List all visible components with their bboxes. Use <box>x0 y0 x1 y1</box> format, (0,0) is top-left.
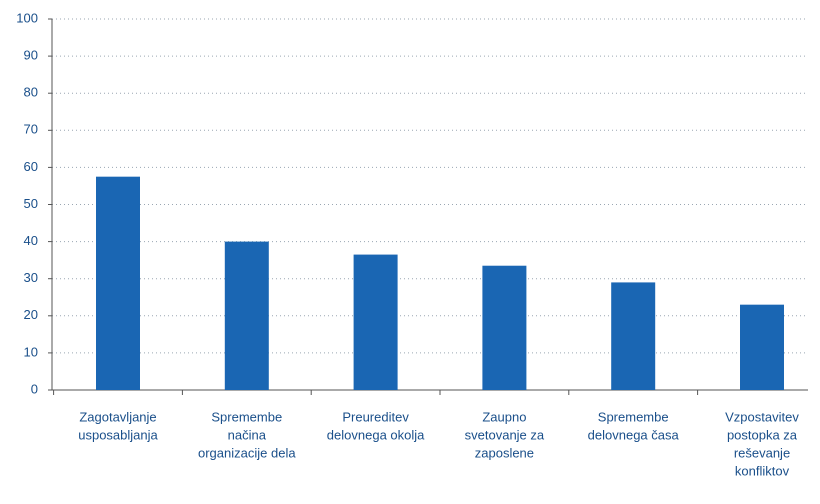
y-tick-label: 50 <box>24 196 38 211</box>
y-tick-label: 20 <box>24 307 38 322</box>
y-tick-label: 10 <box>24 344 38 359</box>
x-tick-label: postopka za <box>727 427 798 442</box>
x-tick-label: reševanje <box>734 445 790 460</box>
y-tick-label: 70 <box>24 122 38 137</box>
y-tick-label: 80 <box>24 85 38 100</box>
x-tick-label: Spremembe <box>598 409 669 424</box>
x-tick-label: Vzpostavitev <box>725 409 799 424</box>
x-tick-label: delovnega časa <box>588 427 680 442</box>
x-tick-label: Zaupno <box>482 409 526 424</box>
x-tick-label: Zagotavljanje <box>79 409 156 424</box>
bar <box>224 241 269 390</box>
x-tick-label: načina <box>228 427 267 442</box>
y-tick-label: 90 <box>24 48 38 63</box>
x-tick-label: Preureditev <box>342 409 409 424</box>
bar <box>96 176 140 390</box>
x-tick-label: konfliktov <box>735 463 790 478</box>
x-tick-label: organizacije dela <box>198 445 296 460</box>
bar <box>611 282 656 390</box>
y-tick-label: 30 <box>24 270 38 285</box>
y-tick-label: 0 <box>31 381 38 396</box>
x-tick-label: Spremembe <box>211 409 282 424</box>
y-tick-label: 40 <box>24 233 38 248</box>
x-tick-label: delovnega okolja <box>327 427 425 442</box>
y-tick-label: 100 <box>16 10 38 25</box>
bar <box>740 304 784 390</box>
x-tick-label: usposabljanja <box>78 427 158 442</box>
x-tick-label: svetovanje za <box>465 427 545 442</box>
bar <box>353 254 398 390</box>
bar <box>482 265 527 390</box>
x-tick-label: zaposlene <box>475 445 534 460</box>
y-tick-label: 60 <box>24 159 38 174</box>
